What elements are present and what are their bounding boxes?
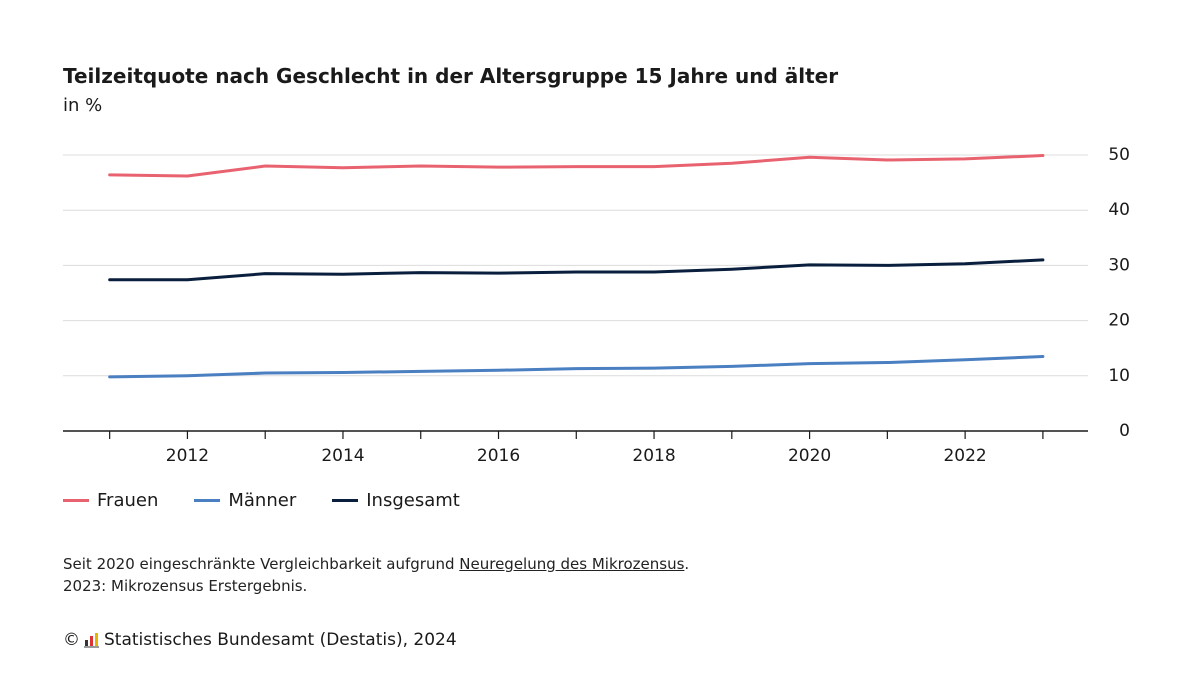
source-text: Statistisches Bundesamt (Destatis), 2024 — [104, 630, 457, 650]
line — [108, 154, 1045, 178]
legend-label: Insgesamt — [366, 490, 460, 511]
note-text: . — [684, 555, 690, 573]
note-line: 2023: Mikrozensus Erstergebnis. — [63, 577, 308, 595]
note-line: Seit 2020 eingeschränkte Vergleichbarkei… — [63, 553, 689, 575]
source: © Statistisches Bundesamt (Destatis), 20… — [63, 630, 457, 650]
x-tick-label: 2014 — [321, 446, 364, 466]
legend-item: Insgesamt — [332, 490, 460, 511]
x-tick-label: 2022 — [943, 446, 986, 466]
x-tick-label: 2012 — [166, 446, 209, 466]
line — [108, 258, 1045, 282]
legend-label: Männer — [228, 490, 297, 511]
y-tick-label: 30 — [1108, 255, 1130, 275]
legend-item: Männer — [194, 490, 296, 511]
chart-subtitle: in % — [63, 95, 103, 116]
y-tick-label: 50 — [1108, 145, 1130, 165]
legend-swatch — [63, 499, 89, 502]
y-tick-label: 20 — [1108, 311, 1130, 331]
logo-icon — [84, 633, 99, 648]
legend-label: Frauen — [97, 490, 159, 511]
note-text: Seit 2020 eingeschränkte Vergleichbarkei… — [63, 555, 460, 573]
x-tick-label: 2016 — [477, 446, 520, 466]
legend-swatch — [332, 499, 359, 502]
chart-title: Teilzeitquote nach Geschlecht in der Alt… — [63, 64, 839, 88]
y-tick-label: 40 — [1108, 200, 1130, 220]
line — [108, 354, 1045, 379]
legend-swatch — [194, 499, 221, 502]
note-link[interactable]: Neuregelung des Mikrozensus — [459, 555, 685, 573]
y-tick-label: 10 — [1108, 366, 1130, 386]
x-tick-label: 2018 — [632, 446, 675, 466]
copyright: © — [63, 630, 80, 650]
legend: Frauen Männer Insgesamt — [63, 490, 460, 511]
legend-item: Frauen — [63, 490, 158, 511]
notes: Seit 2020 eingeschränkte Vergleichbarkei… — [63, 553, 689, 597]
x-tick-label: 2020 — [788, 446, 831, 466]
y-tick-label: 0 — [1119, 421, 1130, 441]
